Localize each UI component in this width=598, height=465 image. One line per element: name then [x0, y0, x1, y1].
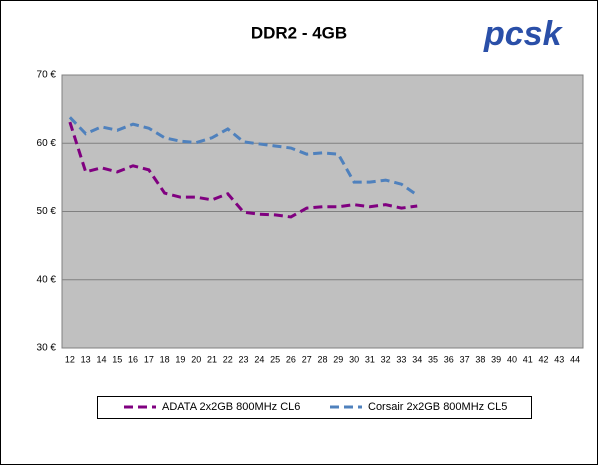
x-tick-label: 20 [191, 354, 201, 364]
legend-text: ADATA 2x2GB 800MHz CL6 [162, 401, 300, 413]
x-tick-label: 42 [539, 354, 549, 364]
y-tick-label: 70 € [37, 70, 57, 81]
x-tick-label: 30 [349, 354, 359, 364]
x-tick-label: 31 [365, 354, 375, 364]
x-tick-label: 40 [507, 354, 517, 364]
x-tick-label: 16 [128, 354, 138, 364]
x-tick-label: 26 [286, 354, 296, 364]
x-tick-label: 29 [333, 354, 343, 364]
x-tick-label: 19 [175, 354, 185, 364]
y-tick-label: 30 € [37, 343, 57, 354]
legend-box [97, 396, 532, 419]
x-tick-label: 27 [302, 354, 312, 364]
x-tick-label: 24 [254, 354, 264, 364]
x-tick-label: 23 [239, 354, 249, 364]
x-tick-label: 38 [475, 354, 485, 364]
x-tick-label: 21 [207, 354, 217, 364]
logo: pcsk [483, 15, 564, 53]
x-tick-label: 14 [96, 354, 106, 364]
x-tick-label: 37 [460, 354, 470, 364]
x-tick-label: 43 [554, 354, 564, 364]
x-tick-label: 32 [381, 354, 391, 364]
x-tick-label: 28 [317, 354, 327, 364]
x-tick-label: 15 [112, 354, 122, 364]
y-tick-label: 40 € [37, 274, 57, 285]
y-tick-label: 50 € [37, 206, 57, 217]
x-tick-label: 13 [81, 354, 91, 364]
x-tick-label: 25 [270, 354, 280, 364]
legend-text: Corsair 2x2GB 800MHz CL5 [368, 401, 507, 413]
x-tick-label: 18 [160, 354, 170, 364]
x-tick-label: 17 [144, 354, 154, 364]
x-tick-label: 35 [428, 354, 438, 364]
series-line [68, 121, 418, 219]
x-tick-label: 41 [523, 354, 533, 364]
x-tick-label: 44 [570, 354, 580, 364]
x-tick-label: 22 [223, 354, 233, 364]
chart-title: DDR2 - 4GB [251, 23, 347, 42]
x-tick-label: 39 [491, 354, 501, 364]
x-tick-label: 36 [444, 354, 454, 364]
y-tick-label: 60 € [37, 138, 57, 149]
series-line [68, 116, 419, 197]
x-tick-label: 33 [396, 354, 406, 364]
x-tick-label: 34 [412, 354, 422, 364]
x-tick-label: 12 [65, 354, 75, 364]
